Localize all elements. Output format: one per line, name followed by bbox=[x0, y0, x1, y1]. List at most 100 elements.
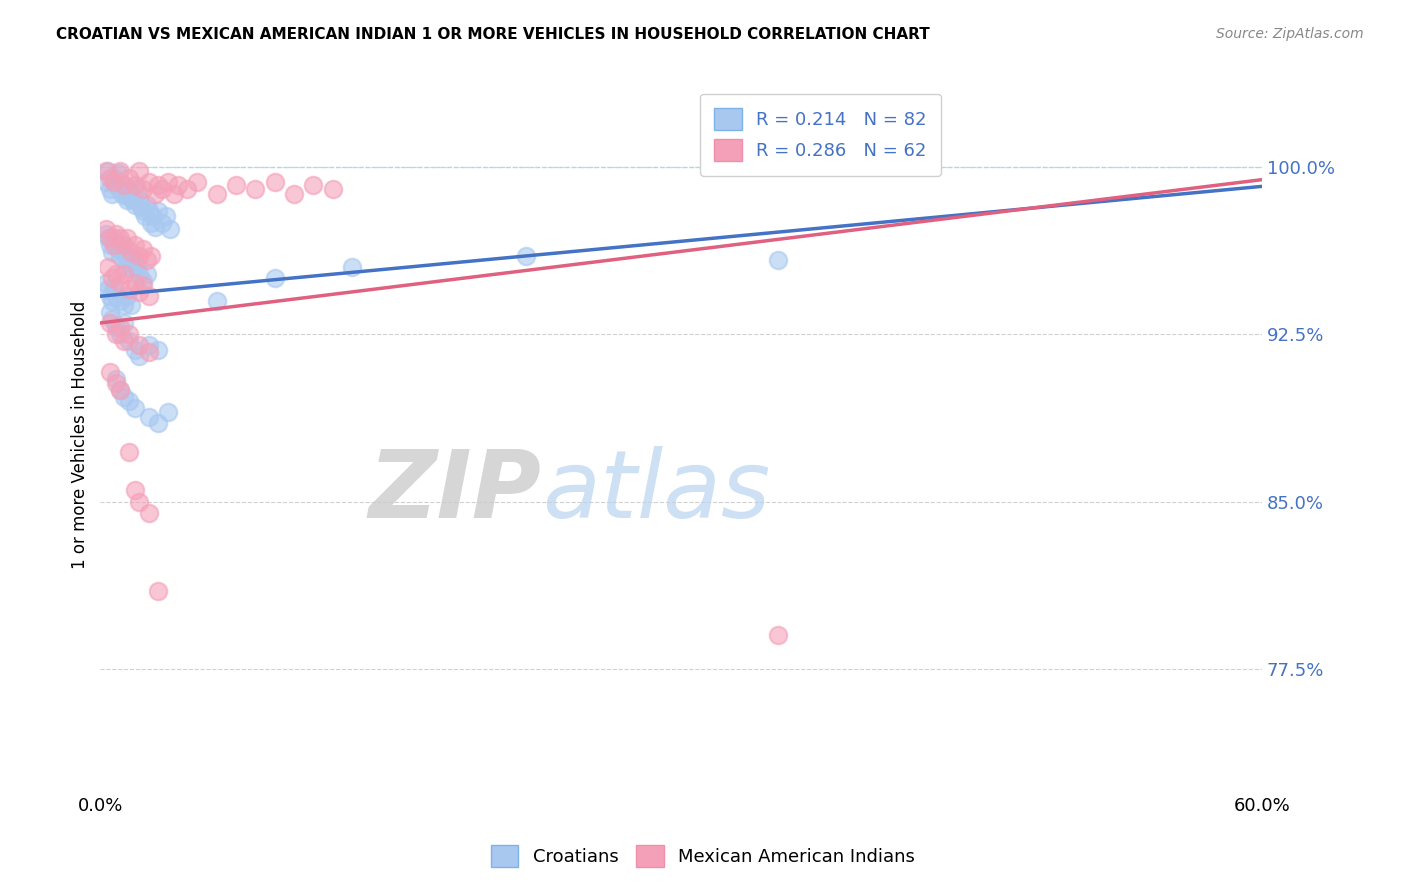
Point bbox=[322, 182, 344, 196]
Point bbox=[124, 276, 146, 290]
Point bbox=[176, 182, 198, 196]
Point bbox=[98, 231, 121, 245]
Point bbox=[166, 178, 188, 192]
Point bbox=[118, 334, 141, 348]
Point bbox=[103, 175, 125, 189]
Point bbox=[111, 237, 134, 252]
Point bbox=[104, 237, 127, 252]
Point bbox=[148, 417, 170, 431]
Point bbox=[263, 271, 285, 285]
Point bbox=[108, 249, 131, 263]
Point bbox=[205, 293, 228, 308]
Point bbox=[766, 253, 789, 268]
Point bbox=[117, 193, 139, 207]
Point bbox=[148, 204, 170, 219]
Point bbox=[117, 231, 139, 245]
Point bbox=[108, 327, 131, 342]
Point bbox=[124, 253, 146, 268]
Point bbox=[117, 260, 139, 275]
Point bbox=[128, 164, 150, 178]
Point bbox=[97, 283, 120, 297]
Point bbox=[108, 231, 131, 245]
Point bbox=[114, 188, 136, 202]
Text: ZIP: ZIP bbox=[368, 446, 541, 538]
Point bbox=[120, 186, 142, 201]
Point bbox=[114, 253, 136, 268]
Point bbox=[138, 338, 160, 352]
Point bbox=[112, 244, 135, 259]
Point bbox=[148, 178, 170, 192]
Point bbox=[108, 164, 131, 178]
Point bbox=[142, 209, 165, 223]
Point bbox=[515, 249, 537, 263]
Point bbox=[157, 175, 180, 189]
Point bbox=[98, 170, 121, 185]
Point bbox=[112, 316, 135, 330]
Point bbox=[112, 390, 135, 404]
Point bbox=[245, 182, 267, 196]
Point bbox=[132, 274, 155, 288]
Point bbox=[138, 175, 160, 189]
Point bbox=[124, 343, 146, 357]
Point bbox=[134, 209, 156, 223]
Point bbox=[112, 298, 135, 312]
Point bbox=[128, 285, 150, 299]
Y-axis label: 1 or more Vehicles in Household: 1 or more Vehicles in Household bbox=[72, 301, 89, 569]
Text: atlas: atlas bbox=[541, 446, 770, 537]
Point bbox=[138, 409, 160, 424]
Point bbox=[97, 260, 120, 275]
Point bbox=[120, 256, 142, 270]
Point bbox=[98, 305, 121, 319]
Point bbox=[132, 204, 155, 219]
Point bbox=[150, 182, 173, 196]
Point bbox=[118, 182, 141, 196]
Point bbox=[157, 405, 180, 419]
Point bbox=[159, 222, 181, 236]
Point bbox=[104, 289, 127, 303]
Point bbox=[138, 506, 160, 520]
Point bbox=[302, 178, 325, 192]
Point bbox=[104, 320, 127, 334]
Point bbox=[118, 327, 141, 342]
Point bbox=[96, 175, 118, 189]
Point bbox=[150, 215, 173, 229]
Point bbox=[124, 197, 146, 211]
Point bbox=[283, 186, 305, 201]
Point bbox=[143, 219, 166, 234]
Point bbox=[132, 278, 155, 293]
Point bbox=[340, 260, 363, 275]
Point bbox=[124, 401, 146, 415]
Point bbox=[135, 267, 157, 281]
Point bbox=[103, 170, 125, 185]
Text: Source: ZipAtlas.com: Source: ZipAtlas.com bbox=[1216, 27, 1364, 41]
Point bbox=[101, 271, 124, 285]
Point bbox=[124, 483, 146, 498]
Point bbox=[163, 186, 186, 201]
Point bbox=[111, 186, 134, 201]
Point bbox=[104, 178, 127, 192]
Point bbox=[122, 193, 145, 207]
Point bbox=[118, 394, 141, 409]
Point bbox=[98, 289, 121, 303]
Point bbox=[112, 267, 135, 281]
Point bbox=[766, 628, 789, 642]
Point bbox=[108, 182, 131, 196]
Point bbox=[96, 276, 118, 290]
Point bbox=[98, 365, 121, 379]
Point bbox=[135, 253, 157, 268]
Point bbox=[148, 583, 170, 598]
Point bbox=[132, 182, 155, 196]
Point bbox=[118, 170, 141, 185]
Point bbox=[96, 164, 118, 178]
Legend: R = 0.214   N = 82, R = 0.286   N = 62: R = 0.214 N = 82, R = 0.286 N = 62 bbox=[700, 94, 941, 176]
Point bbox=[117, 289, 139, 303]
Point bbox=[143, 186, 166, 201]
Point bbox=[118, 283, 141, 297]
Point bbox=[205, 186, 228, 201]
Point bbox=[128, 350, 150, 364]
Point bbox=[108, 276, 131, 290]
Point bbox=[139, 215, 162, 229]
Point bbox=[128, 267, 150, 281]
Point bbox=[128, 249, 150, 263]
Point bbox=[112, 178, 135, 192]
